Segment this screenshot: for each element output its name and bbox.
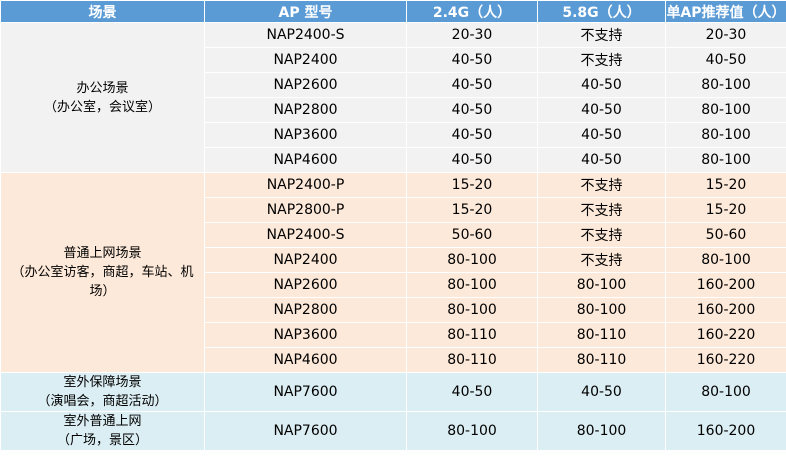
table-row: 普通上网场景 （办公室访客，商超，车站、机 场） NAP2400-P 15-20 不支持 1… <box>0 172 786 373</box>
header-row: 场景 AP 型号 2.4G（人） 5.8G（人） 单AP推荐值（人） <box>0 0 786 23</box>
capacity-5-8g-cell: 80-110 <box>537 347 666 373</box>
scene-label-line: 室外普通上网 <box>63 414 142 429</box>
scene-general-internet: 普通上网场景 （办公室访客，商超，车站、机 场） <box>0 172 205 373</box>
table-row: NAP2800 80-100 80-100 160-200 <box>1 297 786 323</box>
header-recommended: 单AP推荐值（人） <box>665 0 786 23</box>
recommended-cell: 15-20 <box>665 172 786 198</box>
scene-label-line: （办公室，会议室） <box>43 99 161 115</box>
scene-outdoor-internet: 室外普通上网 （广场，景区） <box>0 411 205 451</box>
ap-model-cell: NAP2400-S <box>204 222 407 248</box>
capacity-2-4g-cell: 80-100 <box>406 411 538 451</box>
capacity-5-8g-cell: 不支持 <box>537 22 666 48</box>
ap-model-cell: NAP4600 <box>204 347 407 373</box>
recommended-cell: 160-200 <box>665 297 786 323</box>
recommended-cell: 160-220 <box>665 322 786 348</box>
recommended-cell: 80-100 <box>665 97 786 123</box>
capacity-2-4g-cell: 80-100 <box>406 247 538 273</box>
scene-label-line: （办公室访客，商超，车站、机 <box>11 265 194 280</box>
scene-office: 办公场景 （办公室，会议室） <box>0 22 205 173</box>
header-scene: 场景 <box>0 0 205 23</box>
capacity-5-8g-cell: 40-50 <box>537 372 666 412</box>
recommended-cell: 80-100 <box>665 147 786 173</box>
scene-label-line: 场） <box>89 284 116 299</box>
ap-model-cell: NAP4600 <box>204 147 407 173</box>
header-ap-model: AP 型号 <box>204 0 407 23</box>
capacity-2-4g-cell: 80-100 <box>406 297 538 323</box>
recommended-cell: 160-200 <box>665 272 786 298</box>
capacity-2-4g-cell: 20-30 <box>406 22 538 48</box>
capacity-2-4g-cell: 80-110 <box>406 322 538 348</box>
capacity-5-8g-cell: 80-100 <box>537 411 666 451</box>
ap-model-cell: NAP2600 <box>204 272 407 298</box>
scene-outdoor-assurance: 室外保障场景 （演唱会，商超活动） <box>0 372 205 412</box>
capacity-5-8g-cell: 40-50 <box>537 147 666 173</box>
table-row: 室外保障场景 （演唱会，商超活动） NAP7600 40-50 40-50 80-100 <box>0 372 786 412</box>
ap-model-cell: NAP2800 <box>204 297 407 323</box>
table-row: NAP3600 40-50 40-50 80-100 <box>1 122 786 148</box>
recommended-cell: 80-100 <box>665 372 786 412</box>
capacity-5-8g-cell: 40-50 <box>537 122 666 148</box>
table-row: NAP4600 80-110 80-110 160-220 <box>1 347 786 373</box>
recommended-cell: 80-100 <box>665 247 786 273</box>
recommended-cell: 15-20 <box>665 197 786 223</box>
recommended-cell: 20-30 <box>665 22 786 48</box>
ap-model-cell: NAP2400 <box>204 247 407 273</box>
table-row: NAP2400-S 50-60 不支持 50-60 <box>1 222 786 248</box>
table-row: NAP2600 80-100 80-100 160-200 <box>1 272 786 298</box>
capacity-2-4g-cell: 40-50 <box>406 72 538 98</box>
capacity-5-8g-cell: 不支持 <box>537 197 666 223</box>
capacity-5-8g-cell: 80-100 <box>537 272 666 298</box>
ap-model-cell: NAP2800-P <box>204 197 407 223</box>
table-row: NAP2800 40-50 40-50 80-100 <box>1 97 786 123</box>
capacity-5-8g-cell: 80-110 <box>537 322 666 348</box>
recommended-cell: 80-100 <box>665 72 786 98</box>
capacity-2-4g-cell: 40-50 <box>406 147 538 173</box>
table-row: NAP2800-P 15-20 不支持 15-20 <box>1 197 786 223</box>
capacity-2-4g-cell: 40-50 <box>406 47 538 73</box>
table-row: 室外普通上网 （广场，景区） NAP7600 80-100 80-100 160-200 <box>0 411 786 451</box>
capacity-2-4g-cell: 15-20 <box>406 172 538 198</box>
recommended-cell: 80-100 <box>665 122 786 148</box>
header-2-4g: 2.4G（人） <box>406 0 538 23</box>
capacity-2-4g-cell: 40-50 <box>406 97 538 123</box>
ap-model-cell: NAP2800 <box>204 97 407 123</box>
ap-capacity-table: 场景 AP 型号 2.4G（人） 5.8G（人） 单AP推荐值（人） 办公场景 （… <box>0 0 786 451</box>
recommended-cell: 40-50 <box>665 47 786 73</box>
capacity-2-4g-cell: 15-20 <box>406 197 538 223</box>
header-5-8g: 5.8G（人） <box>537 0 666 23</box>
table-row: NAP2600 40-50 40-50 80-100 <box>1 72 786 98</box>
capacity-2-4g-cell: 80-100 <box>406 272 538 298</box>
capacity-5-8g-cell: 40-50 <box>537 97 666 123</box>
ap-model-cell: NAP2600 <box>204 72 407 98</box>
scene-label-line: 室外保障场景 <box>63 375 142 390</box>
capacity-2-4g-cell: 50-60 <box>406 222 538 248</box>
ap-model-cell: NAP2400-P <box>204 172 407 198</box>
capacity-2-4g-cell: 80-110 <box>406 347 538 373</box>
capacity-2-4g-cell: 40-50 <box>406 372 538 412</box>
recommended-cell: 50-60 <box>665 222 786 248</box>
table-row: NAP2400 40-50 不支持 40-50 <box>1 47 786 73</box>
capacity-5-8g-cell: 80-100 <box>537 297 666 323</box>
table-row: NAP2400 80-100 不支持 80-100 <box>1 247 786 273</box>
recommended-cell: 160-220 <box>665 347 786 373</box>
capacity-5-8g-cell: 40-50 <box>537 72 666 98</box>
ap-model-cell: NAP3600 <box>204 322 407 348</box>
capacity-5-8g-cell: 不支持 <box>537 47 666 73</box>
ap-model-cell: NAP7600 <box>204 372 407 412</box>
capacity-5-8g-cell: 不支持 <box>537 222 666 248</box>
capacity-5-8g-cell: 不支持 <box>537 247 666 273</box>
scene-label-line: （演唱会，商超活动） <box>37 394 168 409</box>
scene-label-line: 普通上网场景 <box>63 246 142 261</box>
ap-model-cell: NAP3600 <box>204 122 407 148</box>
ap-model-cell: NAP2400-S <box>204 22 407 48</box>
table-row: 办公场景 （办公室，会议室） NAP2400-S 20-30 不支持 20-30 <box>0 22 786 173</box>
capacity-2-4g-cell: 40-50 <box>406 122 538 148</box>
capacity-5-8g-cell: 不支持 <box>537 172 666 198</box>
ap-model-cell: NAP7600 <box>204 411 407 451</box>
recommended-cell: 160-200 <box>665 411 786 451</box>
scene-label-line: （广场，景区） <box>56 433 148 448</box>
ap-model-cell: NAP2400 <box>204 47 407 73</box>
scene-label-line: 办公场景 <box>76 80 129 96</box>
